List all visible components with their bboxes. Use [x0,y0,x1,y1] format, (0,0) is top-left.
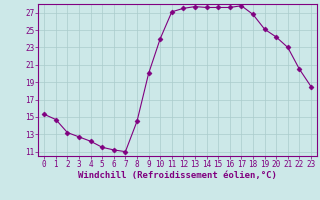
X-axis label: Windchill (Refroidissement éolien,°C): Windchill (Refroidissement éolien,°C) [78,171,277,180]
